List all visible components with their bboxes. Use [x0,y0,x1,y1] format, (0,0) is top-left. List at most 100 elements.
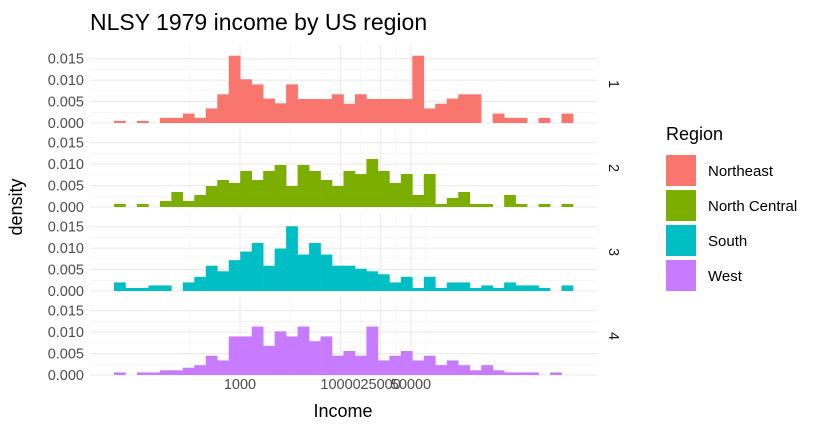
histogram-bar [400,351,413,375]
legend-swatch [666,225,696,256]
histogram-bar [377,274,390,291]
legend-swatch [666,260,696,291]
histogram-bar [217,94,230,123]
histogram-bar [458,94,471,123]
histogram-bar [423,174,436,207]
histogram-bar [171,117,184,123]
histogram-bar [136,372,149,375]
histogram-bar [251,180,264,207]
histogram-bar [400,99,413,123]
histogram-bar [435,365,448,375]
histogram-bar [297,254,310,291]
histogram-bar [205,265,218,291]
histogram-bar [423,276,436,291]
legend: Region Northeast North Central South West [666,124,797,291]
y-tick-label: 0.015 [48,136,84,152]
histogram-bar [136,204,149,207]
histogram-bar [354,94,367,123]
histogram-bar [136,120,149,123]
histogram-bar [423,108,436,123]
histogram-bar [286,336,298,375]
histogram-bar [504,117,516,123]
histogram-bar [159,370,172,375]
histogram-bar [561,204,574,207]
histogram-bar [228,55,241,123]
histogram-bar [492,288,505,291]
histogram-bar [159,285,172,291]
histogram-bar [159,117,172,123]
histogram-bar [389,282,402,291]
y-tick-label: 0.015 [48,52,84,68]
histogram-bar [561,285,574,291]
histogram-bar [400,174,413,207]
facet-strip-label: 4 [605,332,621,340]
histogram-bar [469,94,482,123]
histogram-bar [240,79,252,123]
histogram-bar [354,268,367,291]
legend-swatch [666,190,696,221]
histogram-bar [320,254,333,291]
histogram-bar [309,171,321,207]
histogram-bar [194,117,207,123]
histogram-bar [481,285,493,291]
histogram-bar [286,186,298,207]
histogram-bar [171,192,184,207]
histogram-bar [205,355,218,375]
histogram-bar [343,265,356,291]
histogram-bar [538,288,551,291]
histogram-bar [286,84,298,123]
histogram-bar [228,336,241,375]
x-tick-label: 1000 [224,377,256,393]
y-tick-label: 0.005 [48,347,84,363]
histogram-bar [527,285,539,291]
histogram-bar [114,282,126,291]
x-tick-label: 10000 [320,377,360,393]
histogram-bar [446,98,459,123]
y-tick-label: 0.000 [48,368,84,384]
histogram-bar [389,99,402,123]
histogram-bar [171,370,184,375]
histogram-bar [228,260,241,291]
histogram-bar [114,204,126,207]
histogram-bar [286,226,298,291]
y-tick-label: 0.010 [48,241,84,257]
histogram-bar [458,365,471,375]
histogram-bar [297,165,310,207]
histogram-bar [366,271,379,291]
histogram-bar [274,103,287,123]
histogram-bar [274,165,287,207]
y-tick-label: 0.015 [48,304,84,320]
y-tick-label: 0.005 [48,263,84,279]
histogram-bar [481,365,493,375]
histogram-bar [515,117,528,123]
histogram-bar [458,282,471,291]
histogram-bar [515,372,528,375]
histogram-bar [217,180,230,207]
histogram-bar [320,99,333,123]
histogram-bar [377,360,390,375]
histogram-bar [332,355,344,375]
histogram-bar [446,282,459,291]
histogram-bar [136,288,149,291]
histogram-bar [148,285,161,291]
histogram-bar [366,99,379,123]
histogram-bar [481,204,493,207]
histogram-bar [515,285,528,291]
histogram-bar [504,372,516,375]
histogram-bar [492,370,505,375]
histogram-bar [332,186,344,207]
chart-title: NLSY 1979 income by US region [90,9,427,35]
x-tick-label: 25000 [360,377,400,393]
histogram-bar [274,331,287,375]
histogram-bar [469,288,482,291]
histogram-bar [182,201,195,207]
histogram-bar [446,198,459,207]
histogram-bar [182,282,195,291]
histogram-bar [527,372,539,375]
facet-strip-label: 2 [605,164,621,172]
legend-label: West [708,268,743,285]
histogram-bar [354,174,367,207]
histogram-bar [182,367,195,375]
